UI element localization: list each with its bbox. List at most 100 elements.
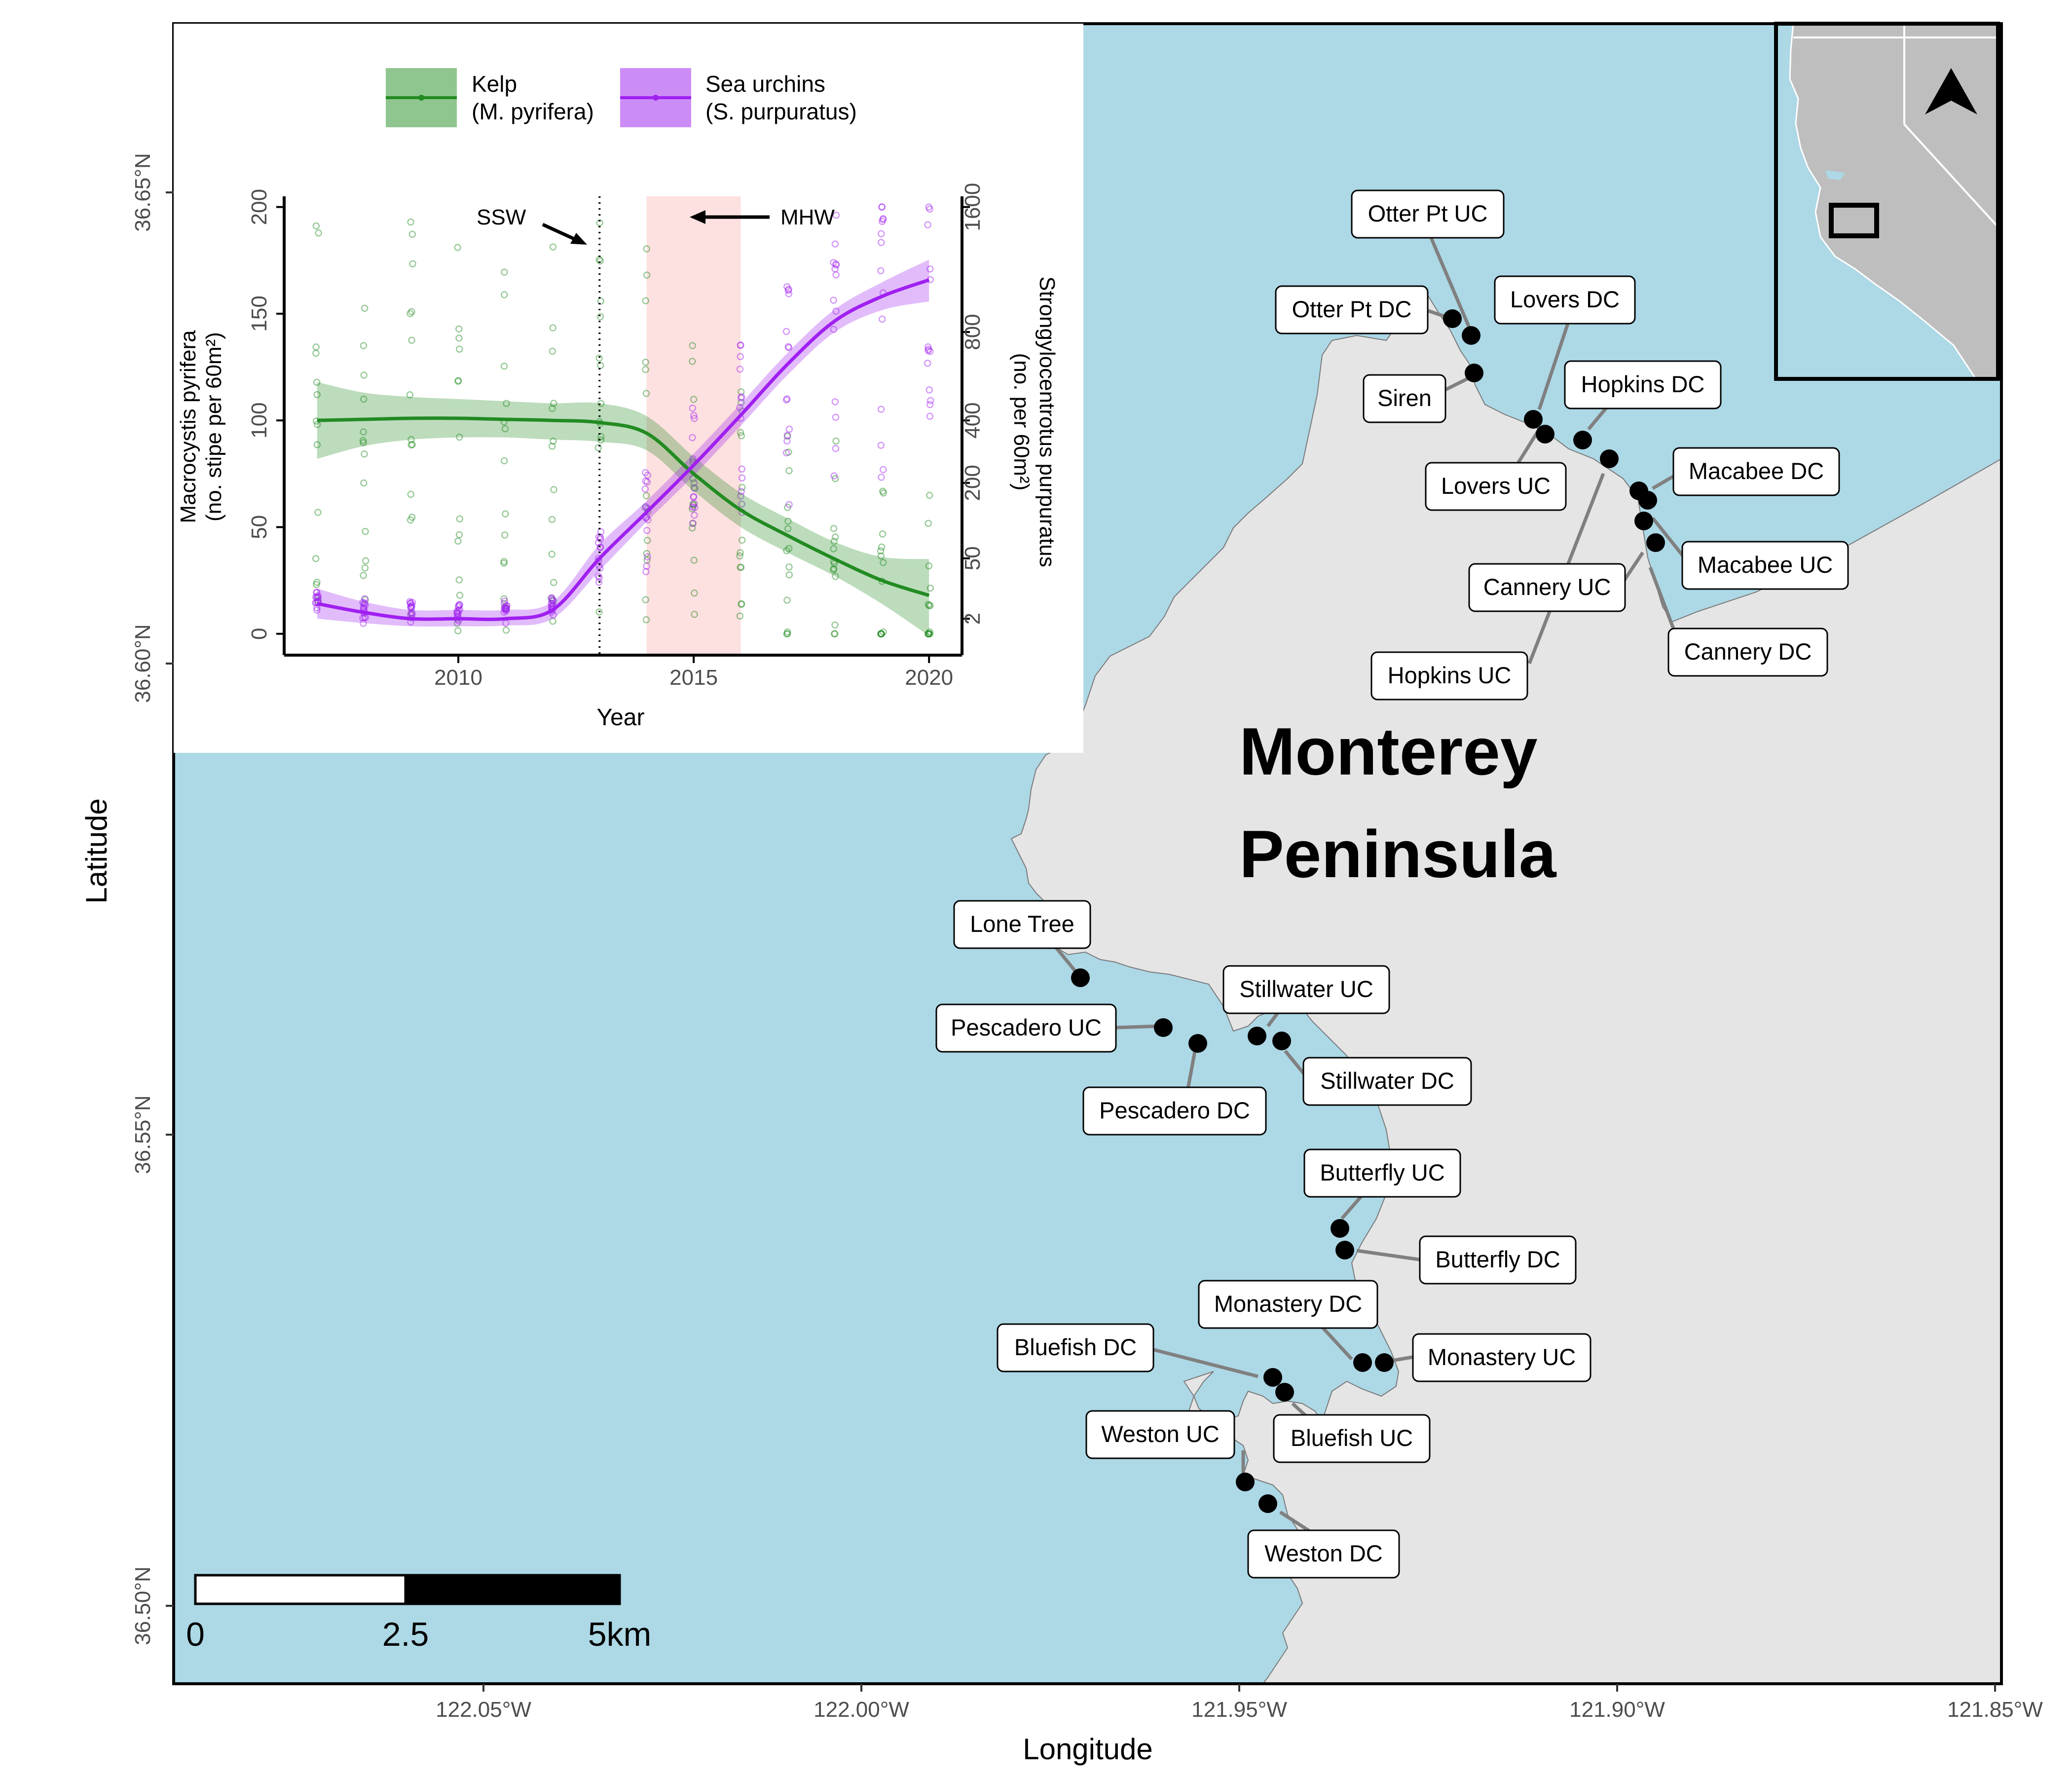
urchin-observation-point (361, 595, 369, 602)
kelp-observation-point (362, 596, 370, 603)
lon-tick-label: 122.05°W (436, 1698, 531, 1722)
urchin-observation-point (737, 341, 744, 349)
kelp-observation-point (689, 475, 697, 482)
urchin-observation-point (926, 397, 934, 405)
site-label-pescadero-uc: Pescadero UC (935, 1003, 1117, 1053)
urchin-observation-point (924, 360, 931, 367)
urchin-observation-point (644, 516, 652, 523)
kelp-observation-point (830, 630, 838, 637)
urchin-observation-point (314, 592, 322, 599)
kelp-observation-point (503, 400, 510, 407)
leader-monastery-dc (1321, 1326, 1353, 1361)
urchin-observation-point (644, 553, 651, 561)
site-label-text: Hopkins DC (1581, 371, 1705, 397)
urchin-observation-point (832, 307, 840, 315)
kelp-observation-point (407, 490, 415, 498)
urchin-observation-point (454, 603, 462, 611)
kelp-observation-point (831, 475, 839, 482)
kelp-observation-point (456, 515, 464, 522)
urchin-observation-point (359, 614, 367, 622)
kelp-trend-line (317, 416, 930, 597)
kelp-observation-point (878, 543, 886, 551)
site-label-text: Pescadero DC (1099, 1097, 1250, 1123)
chart-y-right-tick-label: 50 (961, 546, 985, 570)
kelp-observation-point (408, 514, 416, 521)
urchin-observation-point (783, 431, 791, 439)
kelp-observation-point (737, 563, 745, 571)
urchin-observation-point (737, 353, 744, 360)
urchin-observation-point (641, 485, 649, 493)
kelp-observation-point (830, 566, 837, 574)
urchin-observation-point (501, 597, 509, 605)
chart-x-tick-label: 2010 (434, 666, 482, 690)
chart-y-right-tick-label: 1600 (961, 183, 985, 231)
urchin-observation-point (407, 599, 414, 607)
lon-tick-label: 121.85°W (1947, 1698, 2043, 1722)
urchin-observation-point (691, 414, 698, 422)
mhw-shading (646, 196, 741, 655)
trend-lines (317, 278, 930, 621)
legend-key-kelp-point (418, 95, 424, 101)
urchin-observation-point (785, 285, 792, 293)
site-point-bluefish-dc (1263, 1368, 1282, 1387)
urchin-observation-point (831, 240, 839, 248)
kelp-observation-point (877, 630, 885, 637)
kelp-observation-point (643, 550, 651, 557)
kelp-observation-point (642, 359, 649, 366)
urchin-observation-point (597, 528, 605, 536)
kelp-observation-point (408, 336, 415, 344)
urchin-observation-point (503, 602, 511, 609)
urchin-observation-point (407, 603, 414, 611)
kelp-observation-point (315, 229, 322, 237)
urchin-observation-point (832, 271, 840, 279)
urchin-observation-point (596, 543, 604, 551)
urchin-observation-point (785, 290, 793, 297)
site-label-stillwater-dc: Stillwater DC (1302, 1057, 1472, 1106)
urchin-observation-point (738, 474, 746, 481)
urchin-observation-point (596, 544, 604, 551)
urchin-observation-point (737, 341, 744, 349)
site-label-pescadero-dc: Pescadero DC (1082, 1086, 1267, 1136)
site-label-text: Pescadero UC (951, 1014, 1102, 1040)
kelp-observation-point (832, 437, 840, 445)
locator-state-border-diagonal (1903, 123, 1999, 228)
site-label-bluefish-dc: Bluefish DC (997, 1323, 1154, 1372)
scale-label-zero: 0 (186, 1616, 205, 1653)
kelp-observation-point (454, 244, 461, 251)
site-label-hopkins-dc: Hopkins DC (1564, 360, 1722, 409)
lat-tick-label: 36.50°N (131, 1566, 155, 1645)
kelp-observation-point (878, 630, 885, 637)
site-point-monastery-uc (1375, 1353, 1394, 1372)
kelp-observation-point (594, 444, 602, 451)
urchin-observation-point (691, 504, 699, 512)
kelp-observation-point (502, 627, 510, 634)
north-arrow-icon (1925, 68, 1977, 114)
chart-xlabel: Year (597, 704, 645, 731)
kelp-observation-point (313, 378, 321, 386)
kelp-observation-point (360, 395, 368, 403)
kelp-observation-point (548, 516, 556, 523)
urchin-observation-point (454, 610, 462, 618)
place-label-line1: Monterey (1239, 714, 1538, 789)
kelp-observation-point (737, 429, 744, 437)
urchin-observation-point (785, 344, 793, 351)
locator-bay (1825, 170, 1845, 180)
urchin-observation-point (926, 401, 934, 408)
kelp-observation-point (549, 324, 556, 332)
kelp-observation-point (783, 596, 791, 604)
urchin-observation-point (832, 212, 840, 219)
lon-tick-label: 121.95°W (1191, 1698, 1287, 1722)
urchin-observation-point (782, 396, 790, 404)
site-point-butterfly-uc (1331, 1219, 1349, 1238)
kelp-observation-point (785, 448, 792, 456)
urchin-observation-point (785, 501, 793, 508)
inset-background (174, 24, 1083, 753)
site-label-text: Lovers UC (1441, 473, 1551, 499)
urchin-observation-point (313, 604, 321, 612)
urchin-observation-point (878, 203, 886, 211)
kelp-observation-point (597, 297, 605, 305)
urchin-observation-point (407, 603, 414, 611)
urchin-observation-point (878, 203, 886, 211)
urchin-observation-point (832, 413, 840, 421)
